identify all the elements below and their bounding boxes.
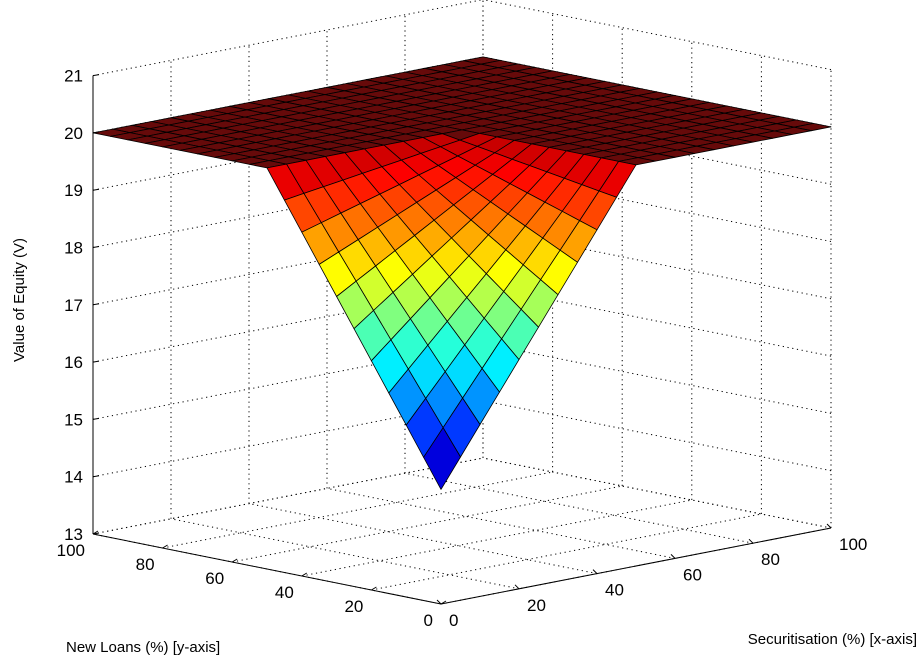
grid-line — [92, 457, 484, 535]
z-tick-mark — [92, 246, 100, 248]
y-tick-mark — [92, 530, 99, 535]
y-tick-label: 80 — [136, 555, 155, 574]
axes — [92, 74, 832, 605]
x-tick-label: 80 — [761, 550, 780, 569]
y-tick-label: 40 — [275, 583, 294, 602]
x-tick-mark — [514, 584, 520, 590]
z-tick-label: 15 — [64, 410, 83, 429]
x-tick-label: 100 — [839, 535, 867, 554]
grid-line — [482, 0, 832, 71]
x-tick-label: 60 — [683, 565, 702, 584]
x-axis-label: Securitisation (%) [x-axis] — [748, 631, 917, 648]
y-tick-mark — [371, 586, 377, 591]
y-tick-label: 0 — [424, 611, 433, 630]
grid-line — [92, 457, 484, 535]
z-tick-label: 18 — [64, 239, 83, 258]
y-tick-mark — [301, 572, 308, 577]
z-tick-mark — [92, 74, 100, 77]
y-axis-line — [92, 533, 442, 605]
x-tick-mark — [748, 538, 754, 544]
grid-line — [92, 0, 484, 77]
tick-labels: 13 14 15 16 17 18 19 20 21 0 20 40 60 80 100 0 20 40 60 80 1… — [57, 67, 868, 630]
z-tick-mark — [92, 475, 100, 478]
z-tick-label: 19 — [64, 181, 83, 200]
grid-line — [326, 487, 676, 559]
z-tick-label: 14 — [64, 468, 83, 487]
y-tick-mark — [231, 558, 238, 563]
z-axis-label: Value of Equity (V) — [11, 238, 28, 362]
z-tick-mark — [92, 188, 100, 191]
x-tick-mark — [670, 554, 676, 559]
x-tick-mark — [436, 599, 442, 605]
y-tick-label: 20 — [344, 597, 363, 616]
x-axis-line — [440, 527, 832, 605]
grid-line — [482, 457, 832, 529]
x-tick-label: 40 — [605, 581, 624, 600]
z-tick-mark — [92, 303, 100, 306]
x-tick-label: 20 — [527, 596, 546, 615]
z-tick-mark — [92, 417, 100, 420]
z-tick-mark — [92, 131, 100, 134]
z-tick-label: 21 — [64, 67, 83, 86]
z-tick-label: 13 — [64, 525, 83, 544]
y-tick-mark — [162, 544, 168, 549]
grid-line — [482, 400, 832, 472]
surface-mesh — [92, 56, 832, 490]
x-tick-mark — [826, 523, 832, 529]
grid-line — [162, 471, 553, 549]
y-tick-label: 100 — [57, 541, 85, 560]
y-axis-label: New Loans (%) [y-axis] — [66, 639, 220, 656]
z-tick-mark — [92, 360, 100, 363]
x-tick-label: 0 — [449, 611, 458, 630]
x-tick-mark — [592, 569, 598, 574]
grid-line — [301, 499, 692, 577]
grid-line — [404, 472, 754, 544]
grid-line — [232, 485, 623, 563]
z-tick-label: 17 — [64, 296, 83, 315]
grid-line — [248, 503, 598, 575]
surface-patch — [423, 427, 461, 490]
grid-line — [482, 342, 832, 414]
z-tick-label: 16 — [64, 353, 83, 372]
y-tick-mark — [440, 600, 447, 605]
grid-line — [371, 513, 762, 591]
y-tick-label: 60 — [205, 569, 224, 588]
z-tick-label: 20 — [64, 124, 83, 143]
